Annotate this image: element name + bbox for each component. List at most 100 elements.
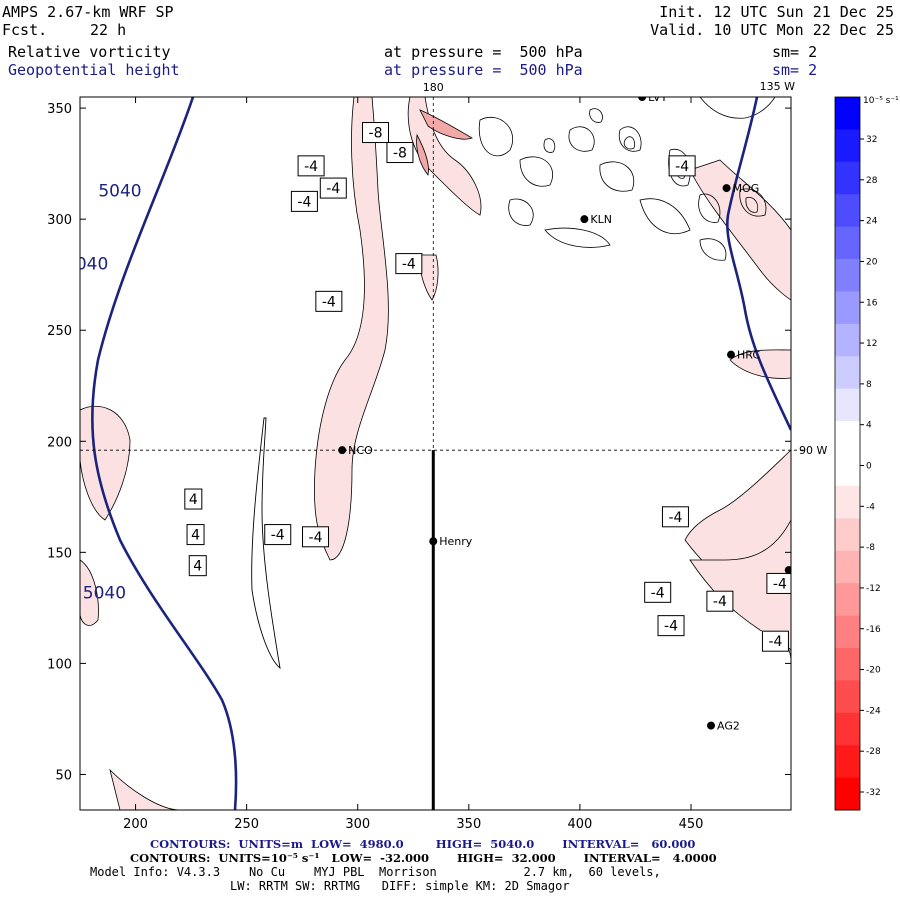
station-label: NCO: [348, 444, 373, 457]
vorticity-label-box: [302, 526, 330, 548]
colorbar-tick-label: 8: [866, 380, 872, 390]
footer-physics-info: LW: RRTM SW: RRTMG DIFF: simple KM: 2D S…: [230, 879, 570, 893]
y-tick-label: 350: [47, 102, 72, 117]
height-contour-label: 5040: [65, 255, 108, 275]
field2-name: Geopotential height: [8, 61, 180, 79]
field1-smooth: sm= 2: [772, 43, 818, 61]
vorticity-label-box: [386, 142, 414, 164]
x-tick-label: 300: [345, 817, 370, 832]
vorticity-label-box: [761, 630, 789, 652]
colorbar-frame: [834, 96, 861, 811]
x-tick-label: 350: [456, 817, 481, 832]
y-tick-label: 300: [47, 213, 72, 228]
vorticity-label-box: [43, 505, 69, 525]
station-marker: [638, 97, 647, 101]
x-tick-label: 400: [568, 817, 593, 832]
vorticity-label-box: [657, 615, 685, 637]
field2-smooth: sm= 2: [772, 61, 818, 79]
height-contour-label: 5040: [83, 583, 126, 603]
vorticity-label-box: [661, 506, 689, 528]
vorticity-contour-label: -8: [393, 146, 407, 162]
colorbar-tick-label: 0: [866, 462, 872, 472]
vorticity-contour-label: -4: [322, 294, 336, 310]
colorbar-tick-label: 16: [866, 298, 878, 308]
valid-time: Valid. 10 UTC Mon 22 Dec 25: [650, 21, 894, 39]
colorbar-swatch: [835, 647, 860, 681]
field1-name: Relative vorticity: [8, 43, 171, 61]
station-label: LVT: [648, 91, 667, 104]
vorticity-label-box: [315, 290, 343, 312]
colorbar-swatch: [835, 712, 860, 746]
y-tick-label: 50: [55, 768, 72, 783]
y-tick-label: 200: [47, 435, 72, 450]
station-marker: [707, 721, 716, 730]
vorticity-contour-label: -4: [297, 194, 311, 210]
colorbar-swatch: [835, 680, 860, 714]
colorbar-tick-label: -28: [866, 747, 881, 757]
height-contour-label: 5040: [98, 181, 141, 201]
colorbar-swatch: [835, 97, 860, 130]
vorticity-label-box: [362, 122, 390, 144]
vorticity-label-box: [297, 155, 325, 177]
fcst-label: Fcst.: [2, 21, 48, 39]
positive-vorticity-band: [251, 417, 281, 670]
colorbar-swatch: [835, 129, 860, 163]
vorticity-label-box: [644, 581, 672, 603]
colorbar-units: 10⁻⁵ s⁻¹: [863, 96, 899, 106]
colorbar-tick-label: 12: [866, 339, 877, 349]
init-time: Init. 12 UTC Sun 21 Dec 25: [659, 3, 894, 21]
colorbar-tick-label: -12: [866, 584, 881, 594]
station-marker: [580, 215, 589, 224]
station-label: HRC: [737, 349, 760, 362]
vorticity-contour-label: 4: [191, 528, 200, 544]
station-marker: [784, 566, 791, 575]
station-label: AG2: [717, 720, 740, 733]
vorticity-contour-label: -8: [369, 126, 383, 142]
colorbar-swatch: [835, 777, 860, 811]
station-label: Henry: [439, 535, 473, 548]
vorticity-contour-label: -4: [675, 159, 689, 175]
colorbar-swatch: [835, 356, 860, 390]
meridian-label: 135 W: [760, 80, 795, 93]
meridian-label: 180: [423, 81, 444, 94]
vorticity-contour-label: -4: [402, 257, 416, 273]
vorticity-label-box: [290, 190, 318, 212]
colorbar-tick-label: 24: [866, 217, 878, 227]
vorticity-contour-label: -4: [271, 528, 285, 544]
station-marker: [727, 350, 736, 359]
vorticity-contour-label: -4: [304, 159, 318, 175]
vorticity-contour-label: -4: [664, 619, 678, 635]
footer-height-contours: CONTOURS: UNITS=m LOW= 4980.0 HIGH= 5040…: [150, 837, 696, 851]
vorticity-contour-label: -4: [668, 510, 682, 526]
colorbar-swatch: [835, 745, 860, 779]
vorticity-label-box: [706, 590, 734, 612]
colorbar-swatch: [835, 550, 860, 584]
station-label: MOG: [733, 182, 760, 195]
colorbar-swatch: [835, 259, 860, 292]
vorticity-contour-label: -4: [713, 594, 727, 610]
colorbar-swatch: [835, 194, 860, 228]
footer-model-info: Model Info: V4.3.3 No Cu MYJ PBL Morriso…: [90, 865, 661, 879]
x-tick-label: 250: [234, 817, 259, 832]
colorbar-tick-label: -24: [866, 706, 881, 716]
colorbar-swatch: [835, 615, 860, 649]
colorbar-tick-label: -8: [866, 543, 875, 553]
station-label: KLN: [590, 213, 612, 226]
x-tick-label: 450: [679, 817, 704, 832]
meridian-label: 90 W: [799, 444, 827, 457]
colorbar-swatch: [835, 388, 860, 422]
colorbar-swatch: [835, 291, 860, 325]
colorbar-tick-label: -16: [866, 625, 881, 635]
colorbar-swatch: [835, 453, 860, 487]
colorbar-swatch: [835, 485, 860, 519]
vorticity-contour-label: 4: [193, 559, 202, 575]
footer-vorticity-contours: CONTOURS: UNITS=10⁻⁵ s⁻¹ LOW= -32.000 HI…: [130, 851, 717, 865]
plot-frame: [79, 96, 792, 811]
y-tick-label: 150: [47, 546, 72, 561]
colorbar-tick-label: 28: [866, 176, 878, 186]
field2-level: at pressure = 500 hPa: [384, 61, 583, 79]
colorbar-tick-label: 4: [866, 421, 872, 431]
station-marker: [338, 446, 347, 455]
vorticity-label-box: [766, 572, 791, 594]
